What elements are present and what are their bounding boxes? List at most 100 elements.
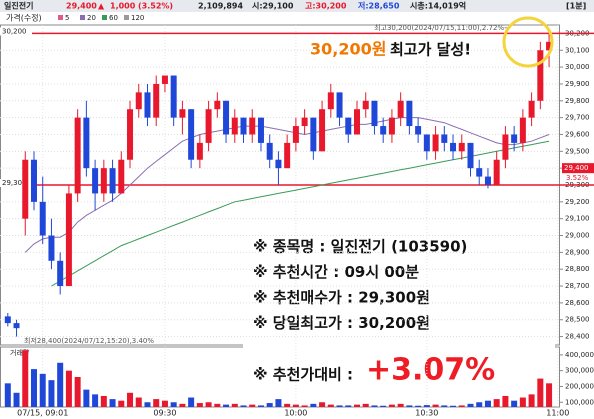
legend-swatch [124,15,129,20]
change-pct: (3.52%) [138,2,173,11]
volume-bar [423,405,430,407]
candle-body [249,117,256,135]
volume-bar [301,405,308,407]
candle-body [135,92,142,110]
y-tick-label: 30,000 [565,63,590,71]
candle-body [380,126,387,135]
volume-bar [257,405,264,407]
candle-body [144,92,151,118]
candle-body [170,75,177,118]
low: 저:28,650 [358,1,400,11]
candle-body [406,100,413,127]
candle-body [537,50,544,101]
candle-body [39,201,46,236]
volume-bar [240,405,247,407]
candle-body [484,176,491,185]
candle-body [48,235,55,261]
volume-bar [380,405,387,407]
volume-bar [502,395,509,407]
candle-body [388,117,395,135]
volume-bar [354,404,360,407]
current-price: 29,400 [564,164,589,172]
info-highlight-value: +3.07% [366,353,495,388]
candle-body [118,159,125,194]
candle-body [327,92,334,110]
low-note: 최저28,400(2024/07/12,15:20),3.40% [24,336,154,345]
volume-bar [493,399,500,407]
high: 고:30,200 [305,2,347,11]
current-pct: 3.52% [566,174,589,182]
volume-bar [179,403,186,407]
volume-bar [223,404,230,407]
candle-body [336,92,343,118]
candle-body [92,168,99,194]
volume-bar [537,378,544,407]
volume-bar [196,403,203,407]
interval: [1분] [566,2,586,11]
volume-bar [231,403,238,407]
candle-body [301,117,308,127]
volume-title: 거래량 [10,348,30,357]
candle-body [362,100,369,110]
volume-bar [13,392,20,407]
volume-bar [83,389,90,407]
volume-bar [39,373,46,407]
volume-bar [170,402,177,407]
legend-title: 가격(수정) [6,13,42,23]
volume-bar [48,380,55,407]
volume-bar [310,403,317,407]
volume-bar [546,383,553,407]
candle-body [161,75,168,84]
change: 1,000 [110,2,136,11]
volume-bar [118,400,125,407]
volume-bar [109,399,116,407]
volume-bar [57,362,64,407]
info-line: ※ 당일최고가 : 30,200원 [253,314,430,332]
market-cap: 시총:14,019억 [410,1,466,11]
candle-body [519,117,526,143]
volume-bar [362,403,369,407]
candle-body [354,109,360,135]
candle-body [153,83,160,118]
info-panel [243,228,555,396]
volume-bar [188,397,195,407]
info-highlight-label: ※ 추천가대비 : [253,366,353,384]
y-tick-label: 29,600 [565,130,590,138]
header-bar [0,0,594,12]
candle-body [292,126,299,143]
price-line-label: 30,200 [2,27,27,35]
x-tick-label: 07/15, 09:01 [17,409,68,418]
callout-price: 30,200원 [310,40,386,59]
price-line-label: 29,300 [2,179,27,187]
volume-bar [205,402,212,407]
candle-body [74,117,81,194]
open: 시:29,100 [252,2,294,11]
candle-body [13,323,20,329]
y-tick-label: 28,800 [565,265,590,273]
candle-body [319,109,326,152]
candle-body [345,117,352,135]
candle-body [4,316,11,324]
candle-body [266,142,273,160]
x-tick-label: 11:00 [546,409,569,418]
legend-label: 120 [131,14,144,22]
candle-body [528,100,535,118]
legend-swatch [80,15,85,20]
candle-body [109,168,116,194]
info-line: ※ 추천시간 : 09시 00분 [253,263,419,281]
y-tick-label: 29,900 [565,80,590,88]
y-tick-label: 28,400 [565,333,590,341]
volume-bar [406,405,413,407]
price: 29,400 [66,2,97,11]
highlight-circle [502,16,554,68]
high-note: 최고30,200(2024/07/15,11:00),2.72%→ [374,23,510,32]
y-tick-label: 29,200 [565,198,590,206]
info-line: ※ 추천매수가 : 29,300원 [253,289,430,307]
volume-bar [127,392,134,407]
y-tick-label: 28,700 [565,282,590,290]
legend-swatch [102,15,107,20]
volume-bar [275,399,282,407]
y-tick-label: 29,500 [565,147,590,155]
candle-body [214,100,221,110]
volume-bar [153,399,160,407]
